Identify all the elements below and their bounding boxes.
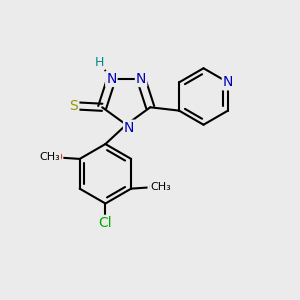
Text: CH₃: CH₃: [40, 152, 60, 162]
Text: N: N: [124, 121, 134, 135]
Text: N: N: [223, 75, 233, 89]
Text: S: S: [70, 99, 78, 113]
Text: N: N: [106, 72, 117, 86]
Text: O: O: [52, 151, 62, 164]
Text: H: H: [95, 56, 104, 69]
Text: O: O: [148, 181, 158, 194]
Text: N: N: [136, 72, 146, 86]
Text: Cl: Cl: [99, 216, 112, 230]
Text: CH₃: CH₃: [151, 182, 171, 192]
